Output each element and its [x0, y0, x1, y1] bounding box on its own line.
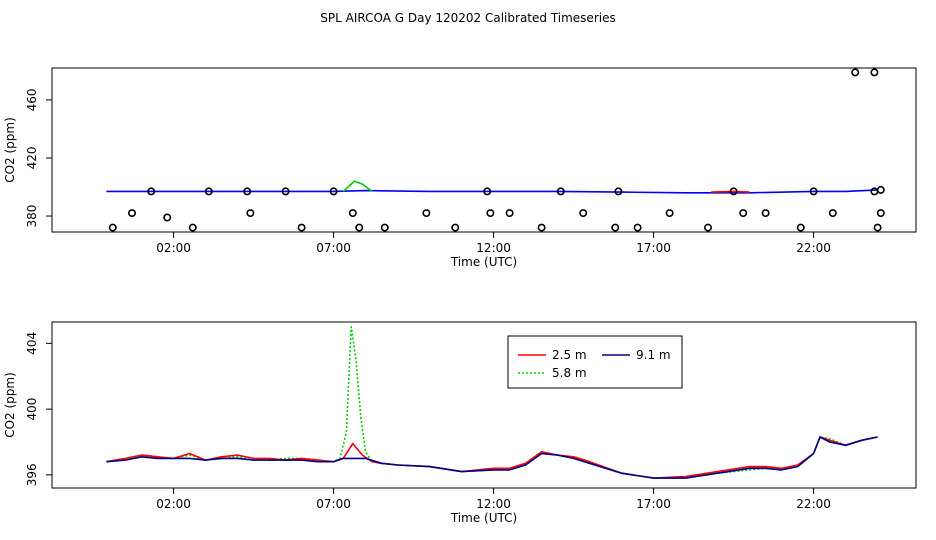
data-point-marker — [611, 223, 620, 232]
data-point-marker — [729, 187, 738, 196]
x-tick-label: 02:00 — [156, 241, 191, 255]
data-point-marker — [128, 209, 137, 218]
data-point-marker — [870, 187, 879, 196]
data-point-marker — [163, 213, 172, 222]
x-tick-label: 22:00 — [796, 497, 831, 511]
top-panel: 02:00 07:00 12:00 17:00 22:00 380 420 460 Time (… — [3, 67, 917, 269]
series-line-2-5-m — [106, 436, 878, 479]
legend-label: 5.8 m — [552, 366, 587, 380]
data-point-marker — [870, 68, 879, 77]
y-tick-label: 400 — [25, 398, 39, 421]
plot-frame — [51, 321, 917, 489]
x-tick-label: 22:00 — [796, 241, 831, 255]
data-point-marker — [665, 209, 674, 218]
y-tick-label: 460 — [25, 88, 39, 111]
data-point-marker — [348, 209, 357, 218]
series-line-9-1-m — [106, 436, 878, 479]
data-point-marker — [876, 185, 885, 194]
x-tick-label: 07:00 — [316, 497, 351, 511]
data-point-marker — [614, 187, 623, 196]
data-point-marker — [329, 187, 338, 196]
data-point-marker — [703, 223, 712, 232]
legend-label: 9.1 m — [636, 348, 671, 362]
legend-label: 2.5 m — [552, 348, 587, 362]
data-point-marker — [451, 223, 460, 232]
data-point-marker — [761, 209, 770, 218]
data-point-marker — [246, 209, 255, 218]
data-point-marker — [204, 187, 213, 196]
data-point-marker — [633, 223, 642, 232]
series-line-2 — [711, 190, 750, 193]
data-point-marker — [873, 223, 882, 232]
data-point-marker — [505, 209, 514, 218]
data-point-marker — [537, 223, 546, 232]
data-point-marker — [281, 187, 290, 196]
x-tick-label: 02:00 — [156, 497, 191, 511]
data-point-marker — [380, 223, 389, 232]
y-tick-label: 420 — [25, 147, 39, 170]
data-point-marker — [739, 209, 748, 218]
series-line-1 — [342, 180, 373, 193]
x-tick-label: 17:00 — [636, 497, 671, 511]
x-tick-label: 12:00 — [476, 241, 511, 255]
data-point-marker — [796, 223, 805, 232]
data-point-marker — [876, 209, 885, 218]
data-point-marker — [809, 187, 818, 196]
series-line-5-8-m — [106, 326, 878, 479]
data-point-marker — [147, 187, 156, 196]
x-axis-label: Time (UTC) — [450, 255, 517, 269]
data-point-marker — [483, 187, 492, 196]
data-point-marker — [851, 68, 860, 77]
data-point-marker — [486, 209, 495, 218]
data-point-marker — [243, 187, 252, 196]
data-point-marker — [422, 209, 431, 218]
y-tick-label: 380 — [25, 205, 39, 228]
data-point-marker — [828, 209, 837, 218]
data-point-marker — [355, 223, 364, 232]
x-axis-label: Time (UTC) — [450, 511, 517, 525]
data-point-marker — [188, 223, 197, 232]
x-tick-label: 12:00 — [476, 497, 511, 511]
y-tick-label: 404 — [25, 332, 39, 355]
series-line-0 — [106, 189, 878, 194]
plot-frame — [51, 67, 917, 233]
data-point-marker — [108, 223, 117, 232]
legend-box — [507, 335, 683, 389]
y-axis-label: CO2 (ppm) — [3, 117, 17, 183]
data-point-marker — [297, 223, 306, 232]
bottom-panel: 02:00 07:00 12:00 17:00 22:00 396 400 404 Time (… — [3, 321, 917, 525]
legend: 2.5 m 9.1 m 5.8 m — [507, 335, 683, 389]
y-axis-label: CO2 (ppm) — [3, 372, 17, 438]
x-tick-label: 17:00 — [636, 241, 671, 255]
data-point-marker — [556, 187, 565, 196]
figure-title: SPL AIRCOA G Day 120202 Calibrated Times… — [320, 11, 615, 25]
data-point-marker — [579, 209, 588, 218]
x-tick-label: 07:00 — [316, 241, 351, 255]
y-tick-label: 396 — [25, 463, 39, 486]
